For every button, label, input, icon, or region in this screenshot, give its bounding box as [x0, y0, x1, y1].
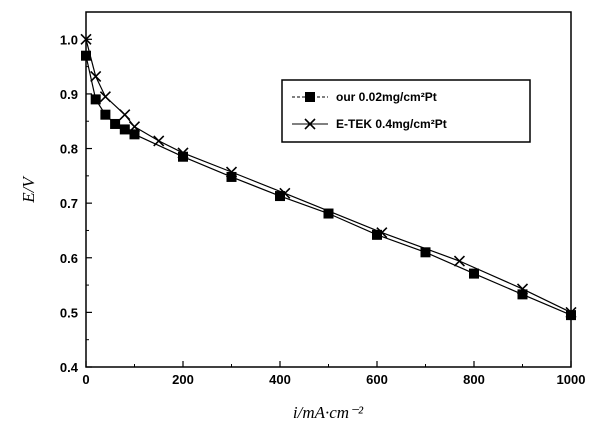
- data-point-square: [81, 50, 91, 61]
- data-point-square: [129, 129, 140, 140]
- x-tick-label: 0: [82, 372, 89, 387]
- y-tick-label: 0.8: [60, 142, 78, 157]
- data-point-square: [178, 151, 188, 162]
- data-point-x: [128, 121, 141, 133]
- x-tick-label: 400: [269, 372, 291, 387]
- data-point-x: [225, 166, 238, 178]
- y-tick-label: 0.6: [60, 251, 78, 266]
- y-tick-label: 0.4: [60, 360, 79, 375]
- data-point-x: [565, 306, 577, 318]
- legend-label-etek: E-TEK 0.4mg/cm²Pt: [336, 117, 447, 131]
- series-layer: [80, 33, 577, 321]
- x-tick-label: 800: [463, 372, 485, 387]
- data-point-x: [99, 91, 111, 103]
- legend: our 0.02mg/cm²Pt E-TEK 0.4mg/cm²Pt: [281, 79, 531, 143]
- data-point-x: [177, 147, 189, 159]
- plot-frame: [85, 11, 572, 368]
- data-point-x: [80, 33, 92, 45]
- x-tick-label: 200: [172, 372, 194, 387]
- y-tick-label: 0.5: [60, 305, 78, 320]
- data-point-square: [420, 247, 431, 258]
- data-point-x: [119, 109, 131, 121]
- legend-marker-square: [305, 92, 315, 102]
- plot-area: [85, 11, 572, 368]
- legend-marker-x: [304, 118, 316, 130]
- data-point-x: [279, 187, 291, 199]
- data-point-square: [110, 118, 121, 129]
- data-point-square: [566, 310, 576, 321]
- data-point-square: [517, 289, 528, 300]
- data-point-square: [469, 268, 479, 279]
- data-point-x: [90, 70, 102, 83]
- data-point-x: [516, 283, 529, 295]
- x-tick-label: 1000: [557, 372, 586, 387]
- x-tick-label: 600: [366, 372, 388, 387]
- x-axis-ticks: 0 200 400 600 800 1000: [82, 361, 585, 387]
- data-point-x: [153, 135, 165, 147]
- data-point-square: [90, 94, 101, 105]
- data-point-square: [372, 229, 382, 240]
- data-point-x: [453, 255, 466, 267]
- y-axis-label: E/V: [19, 175, 38, 204]
- x-axis-label: i/mA·cm⁻²: [293, 403, 364, 422]
- data-point-square: [226, 171, 237, 182]
- data-point-x: [376, 227, 388, 239]
- data-point-square: [100, 109, 111, 120]
- legend-box: [281, 79, 531, 143]
- y-axis-ticks: 0.4 0.5 0.6 0.7 0.8 0.9 1.0: [60, 32, 92, 375]
- y-tick-label: 0.9: [60, 87, 78, 102]
- data-point-square: [275, 191, 285, 202]
- data-point-square: [119, 124, 130, 135]
- y-tick-label: 1.0: [60, 32, 78, 47]
- legend-label-our: our 0.02mg/cm²Pt: [336, 90, 437, 104]
- y-tick-label: 0.7: [60, 196, 78, 211]
- data-point-square: [323, 208, 334, 219]
